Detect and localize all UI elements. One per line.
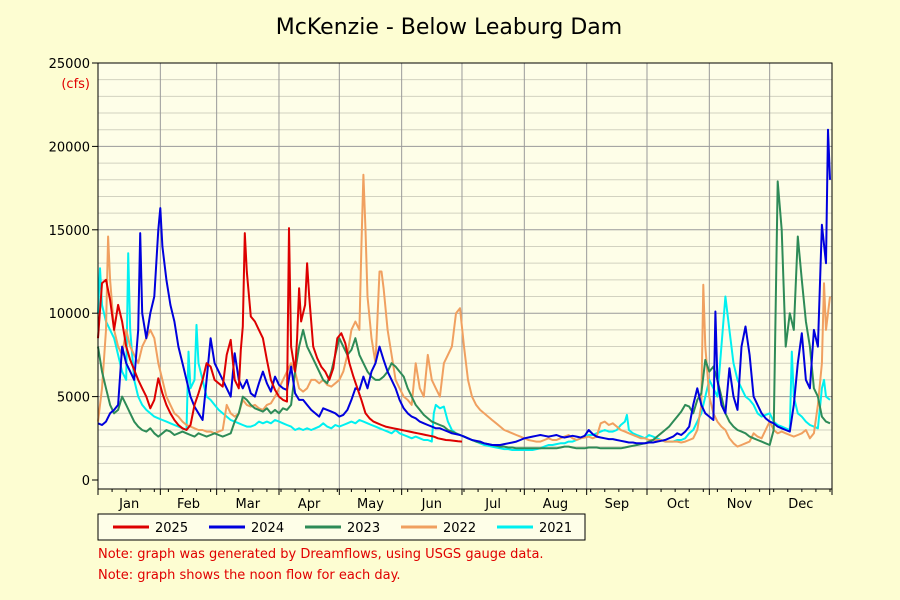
- x-tick-label-dec: Dec: [788, 497, 813, 512]
- plot-frame: [97, 62, 833, 490]
- y-axis-unit: (cfs): [61, 77, 90, 92]
- legend-label-2024: 2024: [251, 521, 284, 536]
- x-tick-label-aug: Aug: [543, 497, 568, 512]
- y-axis: 0 5000 10000 15000 20000 25000: [49, 57, 98, 489]
- x-tick-label-oct: Oct: [667, 497, 689, 512]
- x-tick-label-may: May: [357, 497, 384, 512]
- x-tick-label-nov: Nov: [727, 497, 753, 512]
- x-tick-label-jun: Jun: [421, 497, 442, 512]
- y-tick-label: 0: [82, 474, 90, 489]
- series-line-2025: [97, 227, 463, 443]
- legend-label-2021: 2021: [539, 521, 572, 536]
- x-tick-label-mar: Mar: [236, 497, 261, 512]
- x-tick-label-jan: Jan: [118, 497, 139, 512]
- legend-label-2023: 2023: [347, 521, 380, 536]
- series-line-2024: [97, 128, 831, 446]
- x-tick-label-jul: Jul: [484, 497, 501, 512]
- series-line-2022: [97, 173, 831, 448]
- y-tick-label: 25000: [49, 57, 90, 72]
- x-tick-label-feb: Feb: [177, 497, 200, 512]
- x-tick-label-apr: Apr: [298, 497, 321, 512]
- legend-box: [97, 513, 586, 541]
- y-tick-label: 15000: [49, 224, 90, 239]
- series-layer: [97, 128, 831, 451]
- chart-title: McKenzie - Below Leaburg Dam: [276, 15, 622, 40]
- legend-label-2025: 2025: [155, 521, 188, 536]
- x-axis: Jan Feb Mar Apr May Jun Jul Aug Sep Oct Nov Dec: [97, 489, 833, 512]
- legend-label-2022: 2022: [443, 521, 476, 536]
- note-source: Note: graph was generated by Dreamflows,…: [98, 547, 544, 562]
- plot-area: [97, 62, 833, 490]
- y-tick-label: 10000: [49, 307, 90, 322]
- y-tick-label: 5000: [57, 391, 90, 406]
- y-tick-label: 20000: [49, 140, 90, 155]
- legend: 2025 2024 2023 2022 2021: [97, 513, 586, 541]
- x-tick-label-sep: Sep: [605, 497, 630, 512]
- note-noon-flow: Note: graph shows the noon flow for each…: [98, 568, 401, 583]
